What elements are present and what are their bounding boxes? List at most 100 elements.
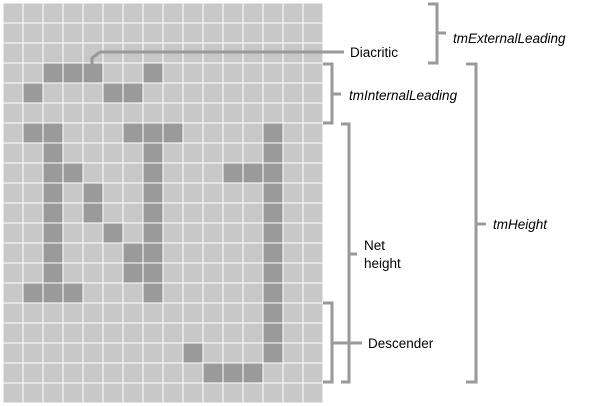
glyph-pixel-off (103, 63, 123, 83)
glyph-pixel-off (83, 243, 103, 263)
glyph-pixel-off (203, 83, 223, 103)
glyph-pixel-off (163, 103, 183, 123)
glyph-pixel-off (83, 223, 103, 243)
glyph-pixel-on (103, 223, 123, 243)
glyph-pixel-off (163, 283, 183, 303)
glyph-pixel-off (203, 103, 223, 123)
glyph-pixel-on (263, 163, 283, 183)
glyph-pixel-off (243, 383, 263, 403)
glyph-pixel-on (143, 283, 163, 303)
glyph-pixel-off (223, 143, 243, 163)
glyph-pixel-off (83, 263, 103, 283)
glyph-pixel-off (223, 203, 243, 223)
glyph-pixel-off (163, 243, 183, 263)
glyph-pixel-on (143, 63, 163, 83)
glyph-pixel-on (143, 243, 163, 263)
glyph-pixel-on (263, 323, 283, 343)
glyph-pixel-off (223, 263, 243, 283)
glyph-pixel-off (3, 343, 23, 363)
glyph-pixel-off (203, 143, 223, 163)
glyph-pixel-off (283, 283, 303, 303)
glyph-pixel-off (303, 363, 323, 383)
glyph-pixel-off (163, 323, 183, 343)
glyph-pixel-off (63, 83, 83, 103)
glyph-pixel-off (283, 343, 303, 363)
glyph-pixel-off (303, 183, 323, 203)
glyph-pixel-off (263, 383, 283, 403)
glyph-pixel-off (243, 63, 263, 83)
glyph-pixel-off (83, 83, 103, 103)
glyph-pixel-on (263, 123, 283, 143)
glyph-pixel-off (123, 283, 143, 303)
glyph-pixel-on (143, 143, 163, 163)
glyph-pixel-off (303, 63, 323, 83)
glyph-pixel-on (43, 263, 63, 283)
glyph-pixel-off (3, 303, 23, 323)
glyph-pixel-off (303, 163, 323, 183)
glyph-pixel-off (3, 163, 23, 183)
glyph-pixel-on (203, 363, 223, 383)
glyph-pixel-off (243, 303, 263, 323)
glyph-pixel-off (283, 203, 303, 223)
glyph-pixel-off (103, 103, 123, 123)
glyph-pixel-off (223, 323, 243, 343)
glyph-pixel-off (23, 363, 43, 383)
glyph-pixel-on (143, 263, 163, 283)
glyph-pixel-on (123, 83, 143, 103)
glyph-pixel-off (103, 323, 123, 343)
glyph-pixel-off (183, 203, 203, 223)
glyph-pixel-off (203, 203, 223, 223)
glyph-pixel-off (183, 123, 203, 143)
glyph-pixel-off (43, 383, 63, 403)
glyph-pixel-off (143, 383, 163, 403)
glyph-pixel-on (183, 343, 203, 363)
glyph-pixel-off (63, 43, 83, 63)
glyph-pixel-on (263, 243, 283, 263)
glyph-pixel-on (23, 283, 43, 303)
glyph-pixel-off (203, 223, 223, 243)
glyph-pixel-off (83, 23, 103, 43)
glyph-pixel-off (43, 303, 63, 323)
glyph-pixel-off (23, 143, 43, 163)
glyph-pixel-off (163, 23, 183, 43)
glyph-pixel-off (143, 363, 163, 383)
glyph-pixel-off (183, 243, 203, 263)
glyph-pixel-on (263, 223, 283, 243)
glyph-pixel-off (123, 323, 143, 343)
glyph-pixel-off (303, 23, 323, 43)
glyph-pixel-on (263, 183, 283, 203)
glyph-pixel-off (223, 243, 243, 263)
glyph-pixel-off (163, 83, 183, 103)
glyph-pixel-on (63, 283, 83, 303)
glyph-pixel-off (263, 23, 283, 43)
glyph-pixel-off (303, 343, 323, 363)
glyph-pixel-off (183, 363, 203, 383)
glyph-pixel-off (283, 143, 303, 163)
glyph-pixel-off (203, 343, 223, 363)
glyph-pixel-off (283, 23, 303, 43)
glyph-pixel-off (283, 3, 303, 23)
glyph-pixel-off (43, 23, 63, 43)
glyph-pixel-off (203, 303, 223, 323)
glyph-pixel-off (83, 123, 103, 143)
glyph-pixel-off (163, 3, 183, 23)
glyph-pixel-off (163, 203, 183, 223)
glyph-pixel-off (243, 3, 263, 23)
glyph-pixel-off (103, 143, 123, 163)
glyph-pixel-off (3, 43, 23, 63)
glyph-pixel-off (83, 363, 103, 383)
glyph-pixel-off (43, 43, 63, 63)
glyph-pixel-off (63, 343, 83, 363)
glyph-pixel-on (223, 163, 243, 183)
glyph-pixel-off (123, 343, 143, 363)
glyph-pixel-off (63, 363, 83, 383)
glyph-pixel-off (63, 203, 83, 223)
glyph-pixel-on (263, 203, 283, 223)
glyph-pixel-on (83, 183, 103, 203)
glyph-pixel-off (3, 323, 23, 343)
glyph-pixel-off (83, 103, 103, 123)
glyph-pixel-off (3, 3, 23, 23)
glyph-pixel-off (163, 183, 183, 203)
glyph-pixel-on (143, 123, 163, 143)
glyph-pixel-off (103, 183, 123, 203)
